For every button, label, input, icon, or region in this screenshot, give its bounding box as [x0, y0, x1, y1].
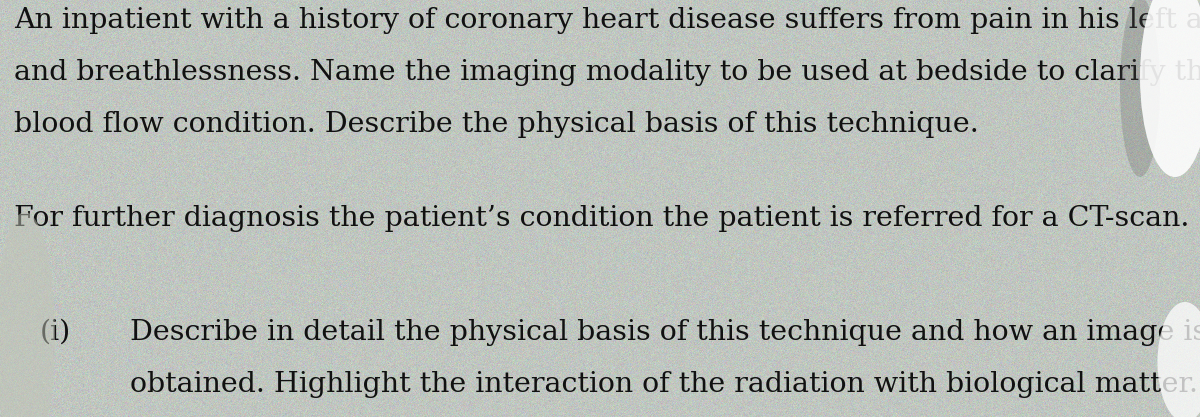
Text: blood flow condition. Describe the physical basis of this technique.: blood flow condition. Describe the physi…	[14, 111, 979, 138]
Text: (i): (i)	[40, 319, 71, 346]
Ellipse shape	[1140, 0, 1200, 177]
Text: An inpatient with a history of coronary heart disease suffers from pain in his l: An inpatient with a history of coronary …	[14, 7, 1200, 34]
Text: For further diagnosis the patient’s condition the patient is referred for a CT-s: For further diagnosis the patient’s cond…	[14, 205, 1189, 231]
Ellipse shape	[1158, 302, 1200, 417]
Text: obtained. Highlight the interaction of the radiation with biological matter.: obtained. Highlight the interaction of t…	[130, 371, 1198, 398]
Text: Describe in detail the physical basis of this technique and how an image is: Describe in detail the physical basis of…	[130, 319, 1200, 346]
Ellipse shape	[0, 212, 55, 417]
Ellipse shape	[1120, 0, 1160, 177]
Text: and breathlessness. Name the imaging modality to be used at bedside to clarify t: and breathlessness. Name the imaging mod…	[14, 59, 1200, 86]
